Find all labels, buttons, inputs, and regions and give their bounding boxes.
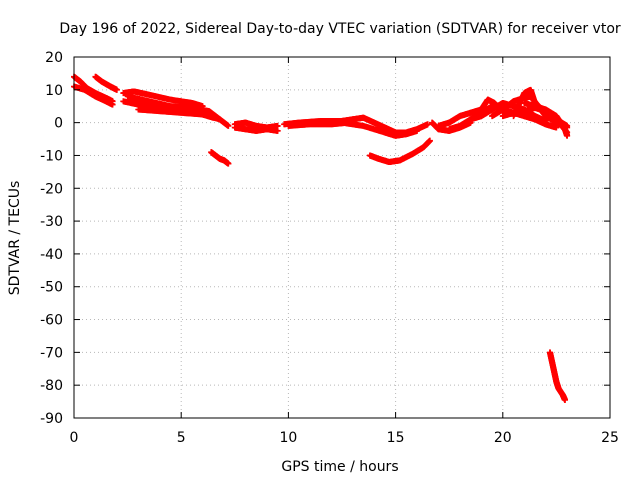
data-point: [426, 137, 433, 144]
y-tick-label: -50: [40, 280, 63, 296]
y-tick-labels: 20 10 0 -10 -20 -30 -40 -50 -60 -70 -80 -90: [40, 50, 63, 427]
y-tick-label: -80: [40, 378, 63, 394]
axis-ticks: [73, 56, 611, 419]
x-tick-label: 0: [70, 430, 79, 446]
data-points: [71, 73, 571, 403]
data-point: [561, 396, 568, 403]
data-point: [113, 86, 120, 93]
y-tick-label: -20: [40, 181, 63, 197]
y-axis-label: SDTVAR / TECUs: [7, 181, 23, 296]
data-point: [564, 132, 571, 139]
x-tick-label: 5: [177, 430, 186, 446]
x-tick-label: 25: [601, 430, 619, 446]
y-tick-label: -10: [40, 148, 63, 164]
x-axis-label: GPS time / hours: [281, 459, 398, 475]
data-point: [274, 127, 281, 134]
y-tick-label: -30: [40, 214, 63, 230]
y-tick-label: 20: [45, 50, 63, 66]
y-tick-label: -60: [40, 313, 63, 329]
chart-title: Day 196 of 2022, Sidereal Day-to-day VTE…: [59, 21, 621, 37]
data-point: [424, 121, 431, 128]
x-tick-label: 15: [387, 430, 405, 446]
data-point: [225, 160, 232, 167]
y-tick-label: 0: [54, 116, 63, 132]
x-tick-labels: 0 5 10 15 20 25: [70, 430, 619, 446]
x-tick-label: 10: [279, 430, 297, 446]
y-tick-label: -40: [40, 247, 63, 263]
y-tick-label: 10: [45, 83, 63, 99]
data-point: [414, 127, 421, 134]
data-point: [225, 122, 232, 129]
y-tick-label: -70: [40, 345, 63, 361]
plot-frame: [73, 56, 611, 419]
x-tick-label: 20: [494, 430, 512, 446]
y-tick-label: -90: [40, 411, 63, 427]
data-point: [109, 101, 116, 108]
